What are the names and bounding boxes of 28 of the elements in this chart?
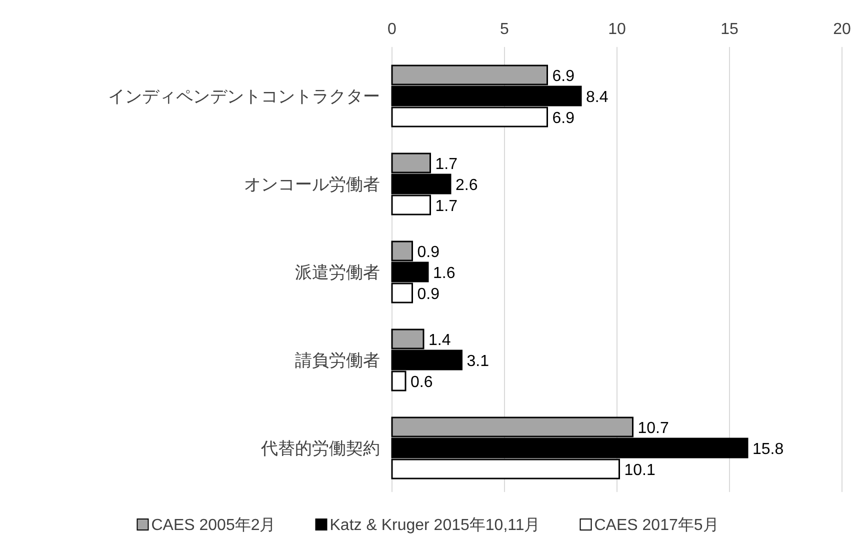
x-tick-label: 15 xyxy=(720,21,738,38)
x-tick-label: 10 xyxy=(608,21,626,38)
data-label: 8.4 xyxy=(586,89,608,106)
legend-label: CAES 2017年5月 xyxy=(594,517,719,534)
data-label: 1.6 xyxy=(433,265,456,282)
legend-label: CAES 2005年2月 xyxy=(151,517,276,534)
x-tick-label: 5 xyxy=(500,21,510,38)
y-tick-label: 派遣労働者 xyxy=(295,263,380,282)
data-label: 2.6 xyxy=(456,177,478,194)
y-tick-label: 請負労働者 xyxy=(295,351,380,370)
data-label: 15.8 xyxy=(752,441,784,458)
x-tick-label: 20 xyxy=(833,21,851,38)
y-tick-label: 代替的労働契約 xyxy=(260,439,380,458)
data-label: 0.6 xyxy=(410,374,433,391)
data-label: 10.7 xyxy=(638,420,669,437)
data-label: 1.4 xyxy=(428,332,451,349)
data-label: 0.9 xyxy=(417,286,440,303)
x-tick-label: 0 xyxy=(388,21,397,38)
data-label: 1.7 xyxy=(435,156,458,173)
data-label: 0.9 xyxy=(417,244,440,261)
data-label: 6.9 xyxy=(552,110,575,127)
legend-label: Katz & Kruger 2015年10,11月 xyxy=(330,517,540,534)
data-label: 1.7 xyxy=(435,198,458,215)
data-label: 10.1 xyxy=(624,462,656,479)
y-tick-label: インディペンデントコントラクター xyxy=(108,87,380,106)
data-label: 3.1 xyxy=(466,353,490,370)
y-tick-label: オンコール労働者 xyxy=(244,175,380,194)
data-label: 6.9 xyxy=(552,68,575,85)
